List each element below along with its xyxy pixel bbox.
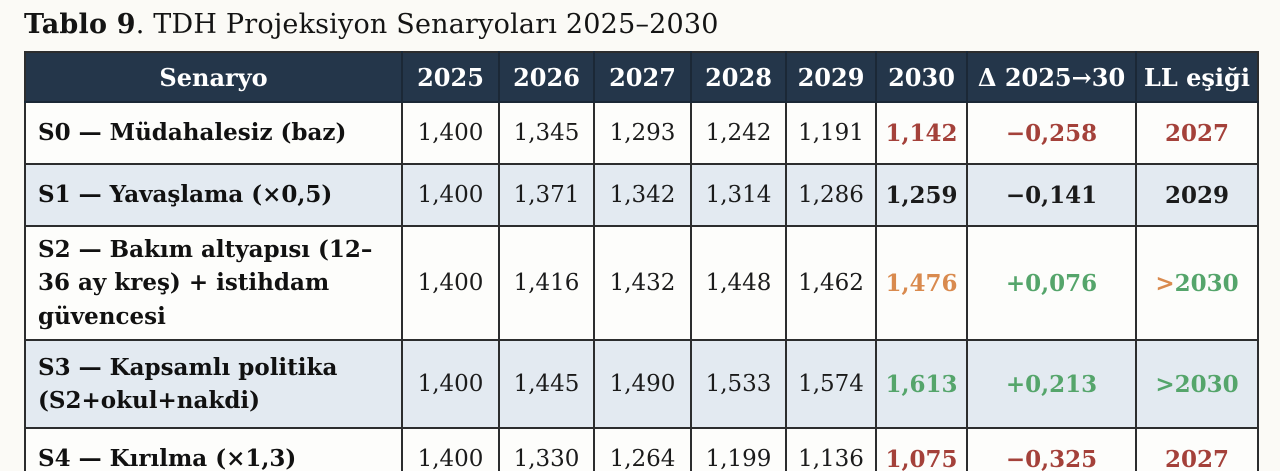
ll-threshold-cell: 2027	[1135, 101, 1259, 165]
col-header-2028: 2028	[690, 51, 787, 103]
value-cell: 1,432	[593, 224, 692, 342]
value-cell: 1,400	[401, 163, 500, 227]
scenario-label: S1 — Yavaşlama (×0,5)	[24, 163, 403, 227]
scenario-label: S2 — Bakım altyapısı (12–36 ay kreş) + i…	[24, 224, 403, 342]
value-cell: 1,191	[785, 101, 877, 165]
col-header-senaryo: Senaryo	[24, 51, 403, 103]
value-cell: 1,490	[593, 339, 692, 430]
value-cell: 1,448	[690, 224, 787, 342]
value-cell: 1,136	[785, 427, 877, 471]
value-2030-cell: 1,476	[875, 224, 968, 342]
delta-cell: +0,213	[966, 339, 1137, 430]
table-row-s2: S2 — Bakım altyapısı (12–36 ay kreş) + i…	[24, 224, 1259, 342]
delta-cell: −0,325	[966, 427, 1137, 471]
value-cell: 1,330	[498, 427, 595, 471]
table-row-s1: S1 — Yavaşlama (×0,5) 1,400 1,371 1,342 …	[24, 163, 1259, 227]
value-cell: 1,342	[593, 163, 692, 227]
ll-threshold-cell: >2030	[1135, 224, 1259, 342]
table-row-s4: S4 — Kırılma (×1,3) 1,400 1,330 1,264 1,…	[24, 427, 1259, 471]
ll-threshold-prefix: >	[1155, 269, 1175, 297]
value-cell: 1,400	[401, 339, 500, 430]
value-cell: 1,371	[498, 163, 595, 227]
value-cell: 1,264	[593, 427, 692, 471]
ll-threshold-cell: >2030	[1135, 339, 1259, 430]
value-2030-cell: 1,259	[875, 163, 968, 227]
value-cell: 1,286	[785, 163, 877, 227]
col-header-2027: 2027	[593, 51, 692, 103]
scenario-label: S0 — Müdahalesiz (baz)	[24, 101, 403, 165]
ll-threshold-cell: 2027	[1135, 427, 1259, 471]
delta-cell: −0,258	[966, 101, 1137, 165]
delta-cell: −0,141	[966, 163, 1137, 227]
value-cell: 1,400	[401, 427, 500, 471]
scenario-label: S4 — Kırılma (×1,3)	[24, 427, 403, 471]
value-cell: 1,400	[401, 101, 500, 165]
col-header-delta: Δ 2025→30	[966, 51, 1137, 103]
table-row-s0: S0 — Müdahalesiz (baz) 1,400 1,345 1,293…	[24, 101, 1259, 165]
header-row: Senaryo 2025 2026 2027 2028 2029 2030 Δ …	[24, 51, 1259, 103]
ll-threshold-value: 2030	[1174, 269, 1239, 297]
projection-table: Senaryo 2025 2026 2027 2028 2029 2030 Δ …	[24, 51, 1259, 471]
value-cell: 1,416	[498, 224, 595, 342]
col-header-2025: 2025	[401, 51, 500, 103]
table-title: Tablo 9. TDH Projeksiyon Senaryoları 202…	[24, 8, 1257, 42]
table-title-number: Tablo 9	[24, 9, 136, 40]
table-row-s3: S3 — Kapsamlı politika (S2+okul+nakdi) 1…	[24, 339, 1259, 430]
value-cell: 1,199	[690, 427, 787, 471]
ll-threshold-cell: 2029	[1135, 163, 1259, 227]
value-2030-cell: 1,142	[875, 101, 968, 165]
col-header-2029: 2029	[785, 51, 877, 103]
value-cell: 1,314	[690, 163, 787, 227]
value-2030-cell: 1,613	[875, 339, 968, 430]
table-title-text: . TDH Projeksiyon Senaryoları 2025–2030	[135, 9, 719, 40]
value-cell: 1,533	[690, 339, 787, 430]
scenario-label: S3 — Kapsamlı politika (S2+okul+nakdi)	[24, 339, 403, 430]
value-cell: 1,400	[401, 224, 500, 342]
delta-cell: +0,076	[966, 224, 1137, 342]
col-header-2030: 2030	[875, 51, 968, 103]
value-cell: 1,293	[593, 101, 692, 165]
value-2030-cell: 1,075	[875, 427, 968, 471]
value-cell: 1,574	[785, 339, 877, 430]
col-header-ll-esigi: LL eşiği	[1135, 51, 1259, 103]
value-cell: 1,445	[498, 339, 595, 430]
value-cell: 1,345	[498, 101, 595, 165]
col-header-2026: 2026	[498, 51, 595, 103]
value-cell: 1,462	[785, 224, 877, 342]
value-cell: 1,242	[690, 101, 787, 165]
